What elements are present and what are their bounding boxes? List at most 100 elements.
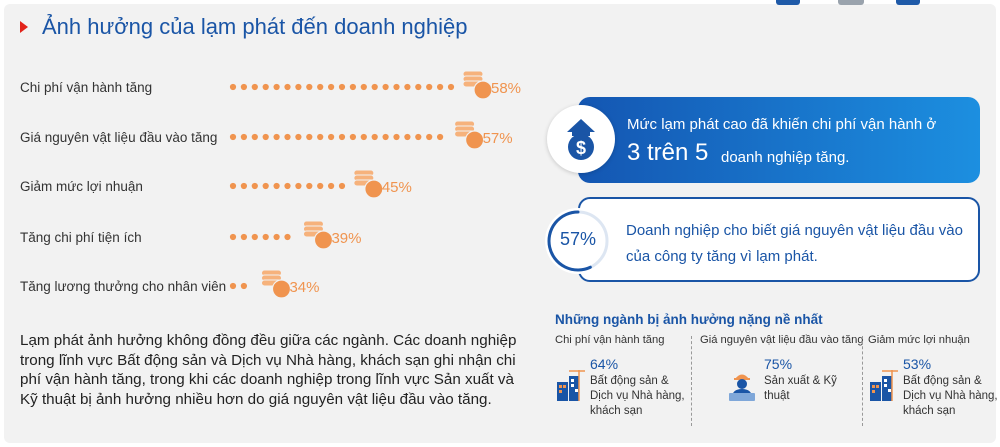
materials-percent-arc: [547, 210, 592, 272]
industry-item: Giá nguyên vật liệu đầu vào tăng 75% Sản…: [700, 334, 864, 402]
materials-text: Doanh nghiệp cho biết giá nguyên vật liệ…: [626, 222, 963, 265]
operating-cost-line: Mức lạm phát cao đã khiến chi phí vận hà…: [627, 116, 937, 133]
bar-dot: [317, 133, 324, 141]
coin-icon: [465, 130, 485, 150]
bar-dot: [295, 182, 302, 190]
bar-dot: [240, 282, 247, 290]
bar-dot: [306, 182, 313, 190]
bar-dot: [360, 133, 367, 141]
bar-dot: [251, 182, 258, 190]
bar-dot: [262, 182, 269, 190]
bar-dot: [273, 133, 280, 141]
bar-dot: [371, 83, 378, 91]
bar-dot: [273, 83, 280, 91]
svg-text:$: $: [576, 138, 586, 158]
bar-dot: [426, 83, 433, 91]
bar-dot: [328, 83, 335, 91]
category-label: Giảm mức lợi nhuận: [20, 179, 143, 194]
coin-icon: [271, 279, 292, 299]
industry-percent: 53%: [903, 356, 932, 372]
bar-dot: [262, 133, 269, 141]
bar-dot: [317, 83, 324, 91]
bar-dot: [295, 133, 302, 141]
category-label: Tăng lương thưởng cho nhân viên: [20, 279, 226, 294]
bar-dot: [229, 83, 237, 91]
bar-dot: [338, 133, 346, 141]
bar-dot: [404, 83, 411, 91]
bar-dot: [415, 83, 422, 91]
bar-dot: [240, 233, 247, 241]
value-label: 34%: [289, 279, 319, 296]
value-label: 45%: [382, 179, 412, 196]
category-label: Tăng chi phí tiện ích: [20, 230, 142, 245]
industry-percent: 64%: [590, 356, 619, 372]
engineer-laptop-icon: [729, 374, 755, 401]
bar-dot: [382, 133, 389, 141]
bar-dot: [306, 133, 313, 141]
bar-dot: [393, 133, 400, 141]
bar-dot: [229, 282, 237, 290]
bar-dot: [426, 133, 433, 141]
bar-dot: [240, 182, 247, 190]
operating-cost-rest: doanh nghiệp tăng.: [721, 149, 850, 166]
bar-dot: [349, 133, 356, 141]
bar-dot: [262, 83, 269, 91]
coin-stack-icon: [353, 169, 375, 187]
bar-dot: [393, 83, 400, 91]
bar-dot: [437, 83, 444, 91]
bar-dot: [360, 83, 367, 91]
house-dollar-icon: $: [547, 105, 615, 173]
value-label: 57%: [483, 130, 513, 147]
coin-icon: [364, 179, 384, 199]
industry-label: Bất động sản & Dịch vụ Nhà hàng, khách s…: [590, 375, 685, 417]
bar-dot: [328, 182, 335, 190]
bar-dot: [295, 83, 302, 91]
bar-dot: [349, 83, 356, 91]
bar-dot: [338, 182, 346, 190]
bar-dot: [328, 133, 335, 141]
description-text: Lạm phát ảnh hưởng không đồng đều giữa c…: [20, 332, 517, 408]
bar-dot: [447, 83, 455, 91]
industry-label: Bất động sản & Dịch vụ Nhà hàng, khách s…: [903, 375, 998, 417]
materials-percent-ring: [545, 208, 611, 274]
industry-category: Giá nguyên vật liệu đầu vào tăng: [700, 334, 864, 346]
bar-dot: [251, 83, 258, 91]
industry-category: Chi phí vận hành tăng: [555, 334, 665, 346]
bar-dot: [284, 133, 291, 141]
industry-percent: 75%: [764, 356, 793, 372]
bar-dot: [415, 133, 422, 141]
operating-cost-card: [578, 97, 980, 183]
bar-dot: [273, 182, 280, 190]
chart: Chi phí vận hành tăng 58% Giá nguyên vật l…: [20, 70, 521, 299]
divider: [691, 336, 692, 426]
corner-decoration: [896, 0, 920, 5]
bar-dot: [284, 233, 291, 241]
buildings-crane-icon: [557, 370, 585, 401]
industry-item: Chi phí vận hành tăng 64% Bất động sản &…: [555, 334, 695, 417]
buildings-crane-icon: [870, 370, 898, 401]
bar-dot: [251, 133, 258, 141]
bar-dot: [317, 182, 324, 190]
bar-dot: [251, 233, 258, 241]
bar-dot: [284, 83, 291, 91]
industry-item: Giảm mức lợi nhuận 53% Bất động sản & Dị…: [868, 334, 1000, 417]
bar-dot: [437, 133, 444, 141]
industries-title: Những ngành bị ảnh hưởng nặng nề nhất: [555, 312, 823, 327]
bar-dot: [229, 133, 237, 141]
divider: [862, 336, 863, 426]
title-marker-icon: [20, 21, 28, 33]
page-title: Ảnh hưởng của lạm phát đến doanh nghiệp: [42, 14, 468, 39]
bar-dot: [240, 133, 247, 141]
value-label: 39%: [331, 230, 361, 247]
bar-dot: [273, 233, 280, 241]
category-label: Chi phí vận hành tăng: [20, 80, 152, 95]
industry-label: Sản xuất & Kỹ thuật: [764, 375, 837, 402]
bar-dot: [306, 83, 313, 91]
value-label: 58%: [491, 80, 521, 97]
coin-icon: [473, 80, 493, 100]
bar-dot: [284, 182, 291, 190]
bar-dot: [229, 233, 237, 241]
operating-cost-ratio: 3 trên 5: [627, 139, 709, 166]
corner-decoration: [838, 0, 864, 5]
materials-percent: 57%: [559, 229, 597, 249]
